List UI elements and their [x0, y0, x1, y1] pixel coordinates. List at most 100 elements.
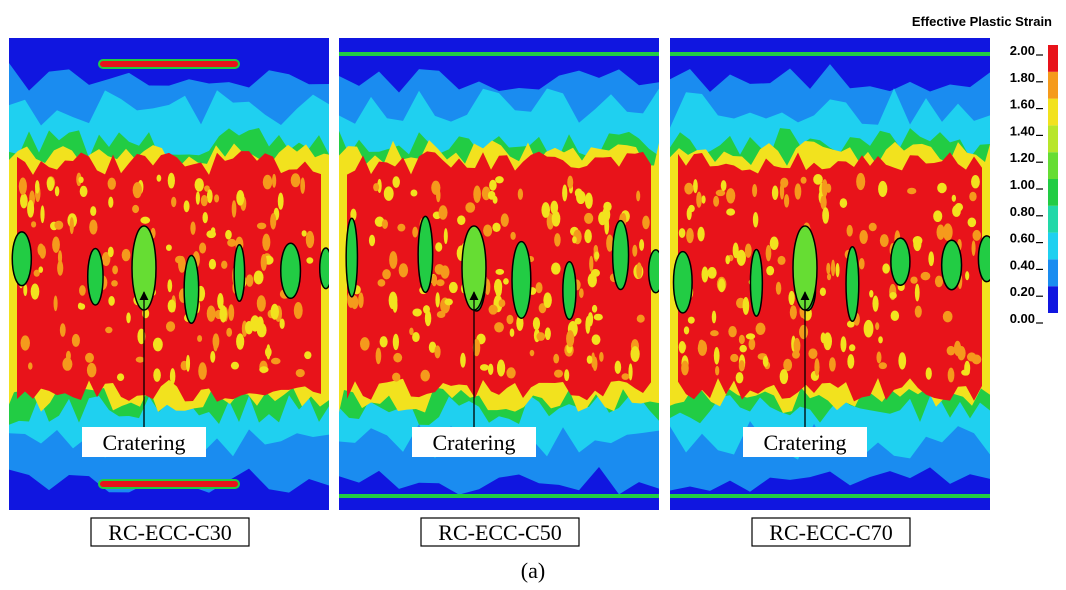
contour-spot — [636, 314, 645, 323]
contour-spot — [219, 305, 227, 323]
contour-spot — [171, 196, 177, 208]
crater-zone — [345, 217, 359, 298]
contour-spot — [89, 219, 98, 235]
contour-spot — [696, 191, 702, 208]
annotation-box — [82, 427, 206, 457]
caption: (a) — [521, 558, 545, 583]
edge-strip — [98, 479, 240, 489]
contour-spot — [907, 187, 917, 195]
contour-spot — [195, 191, 201, 205]
contour-spot — [156, 174, 162, 182]
contour-spot — [498, 299, 506, 308]
crater-zone — [672, 250, 693, 314]
colorbar-tick-label: 0.20 — [1010, 284, 1035, 299]
contour-spot — [835, 263, 840, 278]
crater-zone — [562, 260, 577, 321]
contour-spot — [769, 236, 779, 250]
contour-spot — [553, 353, 560, 364]
contour-spot — [800, 176, 807, 184]
contour-spot — [301, 230, 307, 237]
contour-spot — [771, 185, 779, 201]
contour-spot — [153, 368, 161, 382]
contour-spot — [732, 242, 739, 259]
contour-spot — [869, 290, 874, 298]
contour-spot — [947, 367, 955, 383]
colorbar-segment — [1048, 71, 1058, 99]
contour-spot — [639, 239, 645, 251]
contour-spot — [111, 280, 118, 287]
contour-spot — [735, 372, 744, 384]
contour-spot — [256, 222, 267, 230]
contour-spot — [34, 180, 40, 194]
contour-spot — [132, 182, 143, 199]
contour-spot — [826, 262, 831, 275]
contour-spot — [383, 186, 394, 201]
contour-spot — [946, 345, 956, 356]
contour-spot — [820, 332, 826, 344]
contour-spot — [236, 189, 245, 206]
panel-label-box — [420, 517, 580, 547]
contour-spot — [868, 222, 877, 232]
contour-spot — [101, 252, 111, 267]
annotation-box — [743, 427, 867, 457]
contour-spot — [878, 336, 883, 344]
contour-spot — [584, 192, 593, 209]
contour-spot — [108, 296, 115, 306]
contour-spot — [936, 224, 945, 240]
contour-spot — [744, 243, 752, 258]
contour-spot — [375, 347, 382, 365]
contour-spot — [683, 326, 690, 335]
contour-spot — [392, 333, 400, 351]
contour-spot — [244, 320, 254, 335]
contour-spot — [736, 249, 746, 266]
contour-spot — [431, 274, 438, 287]
contour-spot — [762, 355, 769, 368]
colorbar-tick-label: 1.00 — [1010, 177, 1035, 192]
colorbar-title: Effective Plastic Strain — [912, 14, 1052, 29]
contour-spot — [23, 283, 28, 297]
contour-spot — [788, 290, 795, 306]
contour-spot — [105, 326, 113, 334]
contour-spot — [54, 186, 60, 197]
contour-spot — [225, 229, 232, 240]
contour-spot — [108, 196, 114, 208]
contour-spot — [496, 359, 506, 377]
contour-spot — [167, 279, 173, 293]
contour-spot — [500, 213, 509, 227]
contour-spot — [942, 223, 953, 241]
contour-spot — [766, 265, 775, 276]
contour-spot — [487, 363, 494, 376]
contour-spot — [57, 260, 64, 276]
contour-spot — [628, 363, 633, 381]
contour-spot — [632, 244, 638, 257]
edge-strip — [339, 52, 659, 56]
panel-label: RC-ECC-C30 — [108, 520, 231, 545]
contour-spot — [190, 221, 196, 235]
contour-spot — [90, 206, 97, 217]
contour-spot — [169, 368, 176, 385]
contour-spot — [715, 365, 720, 376]
contour-spot — [389, 251, 398, 269]
contour-spot — [197, 335, 203, 342]
contour-spot — [517, 188, 524, 200]
contour-spot — [200, 194, 208, 207]
contour-spot — [253, 270, 264, 285]
colorbar-segment — [1048, 125, 1058, 153]
contour-spot — [236, 333, 245, 350]
contour-spot — [826, 273, 832, 281]
contour-spot — [913, 236, 922, 252]
contour-spot — [279, 318, 285, 330]
contour-spot — [755, 322, 766, 335]
contour-spot — [107, 177, 116, 190]
contour-spot — [472, 338, 481, 357]
contour-spot — [38, 266, 44, 273]
contour-spot — [194, 178, 204, 192]
contour-spot — [821, 179, 828, 197]
contour-spot — [684, 182, 694, 195]
contour-spot — [898, 352, 907, 370]
contour-spot — [863, 319, 874, 338]
contour-spot — [872, 295, 879, 312]
contour-spot — [780, 177, 789, 188]
contour-spot — [567, 175, 574, 189]
crater-zone — [845, 245, 860, 322]
